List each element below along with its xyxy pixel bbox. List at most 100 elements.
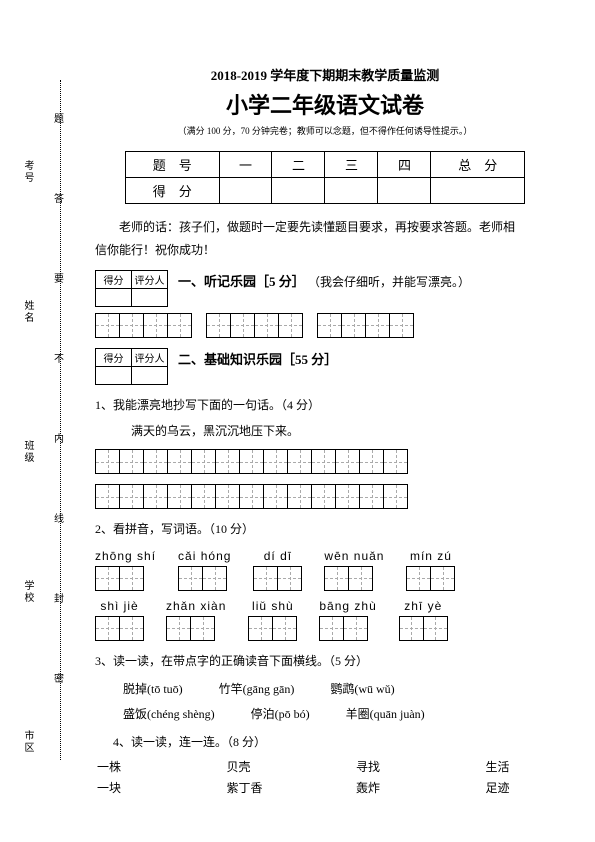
eval-cell[interactable] bbox=[132, 288, 168, 306]
section1-title-text: 一、听记乐园［5 分］ bbox=[178, 274, 305, 289]
pinyin-grid[interactable] bbox=[178, 566, 227, 591]
q1: 1、我能漂亮地抄写下面的一句话。（4 分） bbox=[95, 395, 555, 417]
char-grid-c[interactable] bbox=[317, 313, 414, 338]
match-item[interactable]: 寻找 bbox=[356, 758, 426, 775]
pinyin-item: mín zú bbox=[406, 549, 455, 591]
score-header: 题 号 bbox=[126, 152, 220, 178]
pinyin-item: zhī yè bbox=[399, 599, 448, 641]
pinyin-text: zhǎn xiàn bbox=[166, 599, 226, 613]
match-item[interactable]: 紫丁香 bbox=[227, 779, 297, 796]
q4: 4、读一读，连一连。（8 分） bbox=[95, 732, 555, 754]
score-header: 二 bbox=[272, 152, 325, 178]
match-row-1: 一株 贝壳 寻找 生活 bbox=[95, 758, 555, 775]
note-text: 老师的话：孩子们，做题时一定要先读懂题目要求，再按要求答题。老师相 bbox=[119, 220, 515, 234]
score-header: 四 bbox=[378, 152, 431, 178]
binding-strip: 题 答 要 不 内 线 封 密 市区 学校 班级 姓名 考号 bbox=[0, 0, 80, 842]
copy-grid-2[interactable] bbox=[95, 484, 408, 509]
pinyin-grid[interactable] bbox=[319, 616, 368, 641]
pinyin-item: cǎi hóng bbox=[178, 549, 231, 591]
eval-cell[interactable] bbox=[96, 366, 132, 384]
eval-table-1: 得分评分人 bbox=[95, 270, 168, 307]
pinyin-text: bāng zhù bbox=[319, 599, 376, 613]
score-cell[interactable] bbox=[272, 178, 325, 204]
pinyin-grid[interactable] bbox=[95, 616, 144, 641]
score-header: 一 bbox=[219, 152, 272, 178]
pinyin-text: mín zú bbox=[406, 549, 455, 563]
pinyin-grid[interactable] bbox=[95, 566, 144, 591]
match-item[interactable]: 一块 bbox=[97, 779, 167, 796]
eval-h: 得分 bbox=[96, 348, 132, 366]
score-table: 题 号 一 二 三 四 总 分 得 分 bbox=[125, 151, 525, 204]
q3-opt[interactable]: 羊圈(quān juàn) bbox=[346, 705, 425, 722]
q3-opt[interactable]: 鹦鹉(wū wǔ) bbox=[330, 680, 394, 697]
match-item[interactable]: 足迹 bbox=[486, 779, 556, 796]
pinyin-text: zhōng shí bbox=[95, 549, 156, 563]
match-item[interactable]: 一株 bbox=[97, 758, 167, 775]
pinyin-text: shì jiè bbox=[95, 599, 144, 613]
pinyin-text: dí dī bbox=[253, 549, 302, 563]
section2-title: 二、基础知识乐园［55 分］ bbox=[178, 348, 337, 371]
pinyin-grid[interactable] bbox=[406, 566, 455, 591]
pinyin-text: liǔ shù bbox=[248, 599, 297, 613]
match-item[interactable]: 生活 bbox=[486, 758, 556, 775]
pinyin-item: wēn nuǎn bbox=[324, 549, 384, 591]
binding-char: 内 bbox=[54, 430, 64, 445]
eval-cell[interactable] bbox=[96, 288, 132, 306]
q3: 3、读一读，在带点字的正确读音下面横线。（5 分） bbox=[95, 651, 555, 673]
pinyin-grid[interactable] bbox=[253, 566, 302, 591]
teacher-note: 老师的话：孩子们，做题时一定要先读懂题目要求，再按要求答题。老师相 bbox=[95, 216, 555, 239]
score-header: 总 分 bbox=[431, 152, 525, 178]
binding-char: 答 bbox=[54, 190, 64, 205]
q3-opt[interactable]: 盛饭(chéng shèng) bbox=[123, 705, 215, 722]
binding-char: 封 bbox=[54, 590, 64, 605]
copy-grid-1[interactable] bbox=[95, 449, 408, 474]
eval-h: 评分人 bbox=[132, 270, 168, 288]
score-cell[interactable] bbox=[431, 178, 525, 204]
header-note: （满分 100 分，70 分钟完卷；教师可以念题，但不得作任何诱导性提示。） bbox=[95, 124, 555, 137]
teacher-note-2: 信你能行！祝你成功！ bbox=[95, 239, 555, 262]
score-cell[interactable] bbox=[378, 178, 431, 204]
binding-char: 题 bbox=[54, 110, 64, 125]
binding-field-label: 考号 bbox=[20, 160, 35, 184]
pinyin-item: zhōng shí bbox=[95, 549, 156, 591]
pinyin-grid[interactable] bbox=[248, 616, 297, 641]
pinyin-grid[interactable] bbox=[166, 616, 215, 641]
pinyin-grid[interactable] bbox=[324, 566, 373, 591]
char-grid-b[interactable] bbox=[206, 313, 303, 338]
header-title: 小学二年级语文试卷 bbox=[95, 88, 555, 120]
binding-field-label: 班级 bbox=[20, 440, 35, 464]
eval-h: 得分 bbox=[96, 270, 132, 288]
binding-dotted-line bbox=[60, 80, 61, 760]
binding-field-label: 姓名 bbox=[20, 300, 35, 324]
pinyin-row-2: shì jiè zhǎn xiàn liǔ shù bāng zhù zhī y… bbox=[95, 599, 555, 641]
q3-opt[interactable]: 竹竿(gāng gān) bbox=[219, 680, 295, 697]
score-cell[interactable] bbox=[325, 178, 378, 204]
q3-row1: 脱掉(tō tuō) 竹竿(gāng gān) 鹦鹉(wū wǔ) bbox=[95, 680, 555, 697]
binding-field-label: 市区 bbox=[20, 730, 35, 754]
pinyin-text: cǎi hóng bbox=[178, 549, 231, 563]
pinyin-text: wēn nuǎn bbox=[324, 549, 384, 563]
header-line1: 2018-2019 学年度下期期末教学质量监测 bbox=[95, 65, 555, 84]
char-grid-a[interactable] bbox=[95, 313, 192, 338]
page-content: 2018-2019 学年度下期期末教学质量监测 小学二年级语文试卷 （满分 10… bbox=[95, 65, 555, 796]
eval-table-2: 得分评分人 bbox=[95, 348, 168, 385]
q1-sentence: 满天的乌云，黑沉沉地压下来。 bbox=[95, 422, 555, 439]
pinyin-item: zhǎn xiàn bbox=[166, 599, 226, 641]
q2: 2、看拼音，写词语。（10 分） bbox=[95, 519, 555, 541]
binding-char: 密 bbox=[54, 670, 64, 685]
match-item[interactable]: 轰炸 bbox=[356, 779, 426, 796]
eval-cell[interactable] bbox=[132, 366, 168, 384]
pinyin-grid[interactable] bbox=[399, 616, 448, 641]
q3-opt[interactable]: 停泊(pō bó) bbox=[251, 705, 310, 722]
score-cell: 得 分 bbox=[126, 178, 220, 204]
pinyin-row-1: zhōng shí cǎi hóng dí dī wēn nuǎn mín zú bbox=[95, 549, 555, 591]
binding-field-label: 学校 bbox=[20, 580, 35, 604]
score-cell[interactable] bbox=[219, 178, 272, 204]
score-header: 三 bbox=[325, 152, 378, 178]
pinyin-item: bāng zhù bbox=[319, 599, 376, 641]
section1-title: 一、听记乐园［5 分］ （我会仔细听，并能写漂亮。） bbox=[178, 270, 470, 293]
match-item[interactable]: 贝壳 bbox=[227, 758, 297, 775]
match-row-2: 一块 紫丁香 轰炸 足迹 bbox=[95, 779, 555, 796]
q3-opt[interactable]: 脱掉(tō tuō) bbox=[123, 680, 183, 697]
pinyin-item: dí dī bbox=[253, 549, 302, 591]
